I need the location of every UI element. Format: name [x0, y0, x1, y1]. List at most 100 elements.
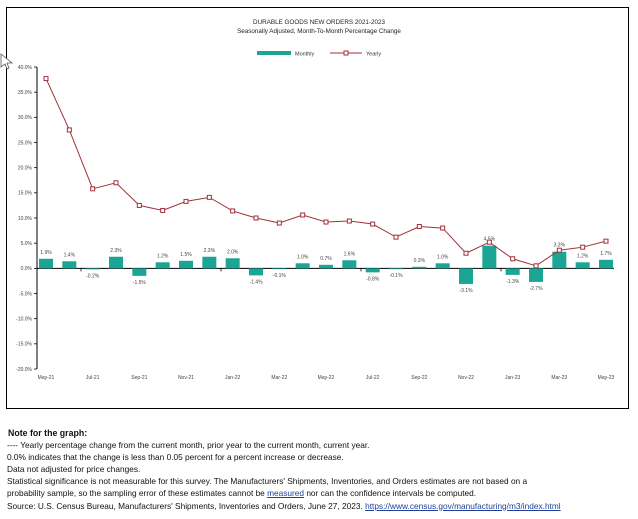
note-price-adjustment: Data not adjusted for price changes. — [7, 464, 141, 475]
monthly-bar — [155, 262, 170, 269]
x-tick-label: Jul-21 — [86, 375, 100, 381]
y-tick-label: 35.0% — [18, 90, 33, 96]
monthly-bar-label: 2.3% — [110, 248, 122, 254]
yearly-point — [136, 202, 142, 208]
y-tick-label: 5.0% — [21, 241, 33, 247]
yearly-point — [323, 219, 329, 225]
yearly-point — [276, 220, 282, 226]
monthly-bar — [412, 266, 427, 269]
monthly-bar — [342, 260, 357, 269]
monthly-bar-label: 2.3% — [204, 248, 216, 254]
legend-yearly-label: Yearly — [366, 52, 381, 58]
yearly-point — [510, 256, 516, 262]
monthly-bar — [132, 268, 147, 276]
monthly-bar — [365, 268, 380, 273]
legend-yearly-marker — [343, 50, 349, 56]
yearly-point — [580, 244, 586, 250]
x-tick-label: May-23 — [598, 375, 615, 381]
yearly-line — [45, 78, 607, 267]
monthly-bar — [459, 268, 473, 284]
x-tick-label: Mar-22 — [271, 375, 287, 381]
monthly-bar-label: 1.0% — [437, 254, 449, 260]
y-tick-label: 10.0% — [18, 216, 33, 222]
monthly-bar-label: 1.5% — [180, 252, 192, 258]
yearly-point — [440, 225, 446, 231]
monthly-bar — [435, 263, 450, 269]
monthly-bar-label: 2.0% — [227, 249, 239, 255]
y-tick-label: -15.0% — [16, 342, 32, 348]
yearly-point — [370, 221, 376, 227]
monthly-bars — [39, 245, 613, 284]
monthly-bar — [295, 263, 310, 269]
x-tick-label: May-21 — [38, 375, 55, 381]
x-tick-label: Mar-23 — [551, 375, 567, 381]
yearly-point — [113, 180, 119, 186]
yearly-point — [43, 76, 49, 82]
monthly-bar-label: 1.4% — [64, 252, 76, 258]
note-source-text: Source: U.S. Census Bureau, Manufacturer… — [7, 500, 366, 511]
x-tick-label: Sep-21 — [131, 375, 147, 381]
monthly-bar-label: 1.9% — [40, 250, 52, 256]
yearly-point — [206, 194, 212, 200]
chart-title: DURABLE GOODS NEW ORDERS 2021-2023 — [253, 19, 385, 26]
notes-header: Note for the graph: — [8, 428, 88, 438]
y-tick-label: 30.0% — [18, 115, 33, 121]
monthly-bar — [505, 268, 520, 275]
note-sampling-error: probability sample, so the sampling erro… — [7, 487, 635, 499]
y-tick-label: 40.0% — [18, 65, 33, 71]
monthly-bar-label: 1.6% — [344, 251, 356, 257]
legend-monthly-swatch — [257, 51, 291, 55]
yearly-point — [463, 250, 469, 256]
note-source: Source: U.S. Census Bureau, Manufacturer… — [7, 500, 635, 512]
monthly-bar-label: 1.2% — [577, 253, 589, 259]
x-tick-label: May-22 — [318, 375, 335, 381]
monthly-bar — [109, 256, 123, 269]
measured-link[interactable]: measured — [267, 488, 305, 499]
yearly-point — [183, 198, 189, 204]
yearly-point — [603, 238, 609, 244]
legend: Monthly Yearly — [257, 50, 381, 58]
chart-subtitle: Seasonally Adjusted, Month-To-Month Perc… — [237, 28, 401, 35]
chart-plot: Monthly Yearly 40.0% 35.0% 30.0% 25.0% 20.0%… — [16, 50, 615, 381]
monthly-bar-labels: 1.9% 1.4% -0.2% 2.3% -1.5% 1.2% 1.5% 2.3% 2.0% -1… — [40, 237, 612, 294]
monthly-bar — [272, 268, 287, 270]
yearly-point — [416, 224, 422, 230]
monthly-bar-label: 0.7% — [320, 256, 332, 262]
yearly-point — [393, 234, 399, 240]
yearly-point — [230, 208, 236, 214]
monthly-bar-label: 1.0% — [297, 254, 309, 260]
y-tick-label: 15.0% — [18, 191, 33, 197]
monthly-bar-label: -0.1% — [273, 273, 287, 279]
y-tick-label: -5.0% — [19, 291, 33, 297]
monthly-bar — [225, 258, 240, 269]
monthly-bar — [202, 256, 217, 269]
x-tick-label: Jan-22 — [225, 375, 241, 381]
monthly-bar-label: 1.7% — [600, 251, 612, 257]
monthly-bar — [39, 258, 53, 269]
note-yearly-definition: ---- Yearly percentage change from the c… — [7, 440, 370, 451]
monthly-bar — [599, 259, 613, 269]
note-sampling-error-text: probability sample, so the sampling erro… — [7, 488, 268, 499]
x-axis: May-21 Jul-21 Sep-21 Nov-21 Jan-22 Mar-22 May-… — [37, 267, 615, 381]
monthly-bar — [249, 268, 263, 276]
monthly-bar-label: 0.3% — [414, 258, 426, 264]
y-tick-label: 20.0% — [18, 165, 33, 171]
census-link[interactable]: https://www.census.gov/manufacturing/m3/… — [365, 500, 561, 511]
monthly-bar-label: -0.1% — [389, 273, 403, 279]
yearly-point — [90, 186, 96, 192]
monthly-bar — [179, 260, 193, 269]
monthly-bar-label: -1.3% — [506, 279, 520, 285]
monthly-bar-label: -1.5% — [133, 280, 147, 286]
monthly-bar-label: 1.2% — [157, 253, 169, 259]
x-tick-label: Jul-22 — [366, 375, 380, 381]
yearly-point — [253, 215, 259, 221]
monthly-bar — [62, 261, 77, 269]
monthly-bar-label: -1.4% — [249, 279, 263, 285]
notes-section: Note for the graph: ---- Yearly percenta… — [7, 427, 635, 512]
y-tick-label: -10.0% — [16, 316, 32, 322]
yearly-point — [486, 239, 492, 245]
monthly-bar-label: -0.2% — [86, 273, 100, 279]
y-tick-label: 25.0% — [18, 140, 33, 146]
monthly-bar — [552, 251, 567, 269]
monthly-bar — [529, 268, 543, 282]
